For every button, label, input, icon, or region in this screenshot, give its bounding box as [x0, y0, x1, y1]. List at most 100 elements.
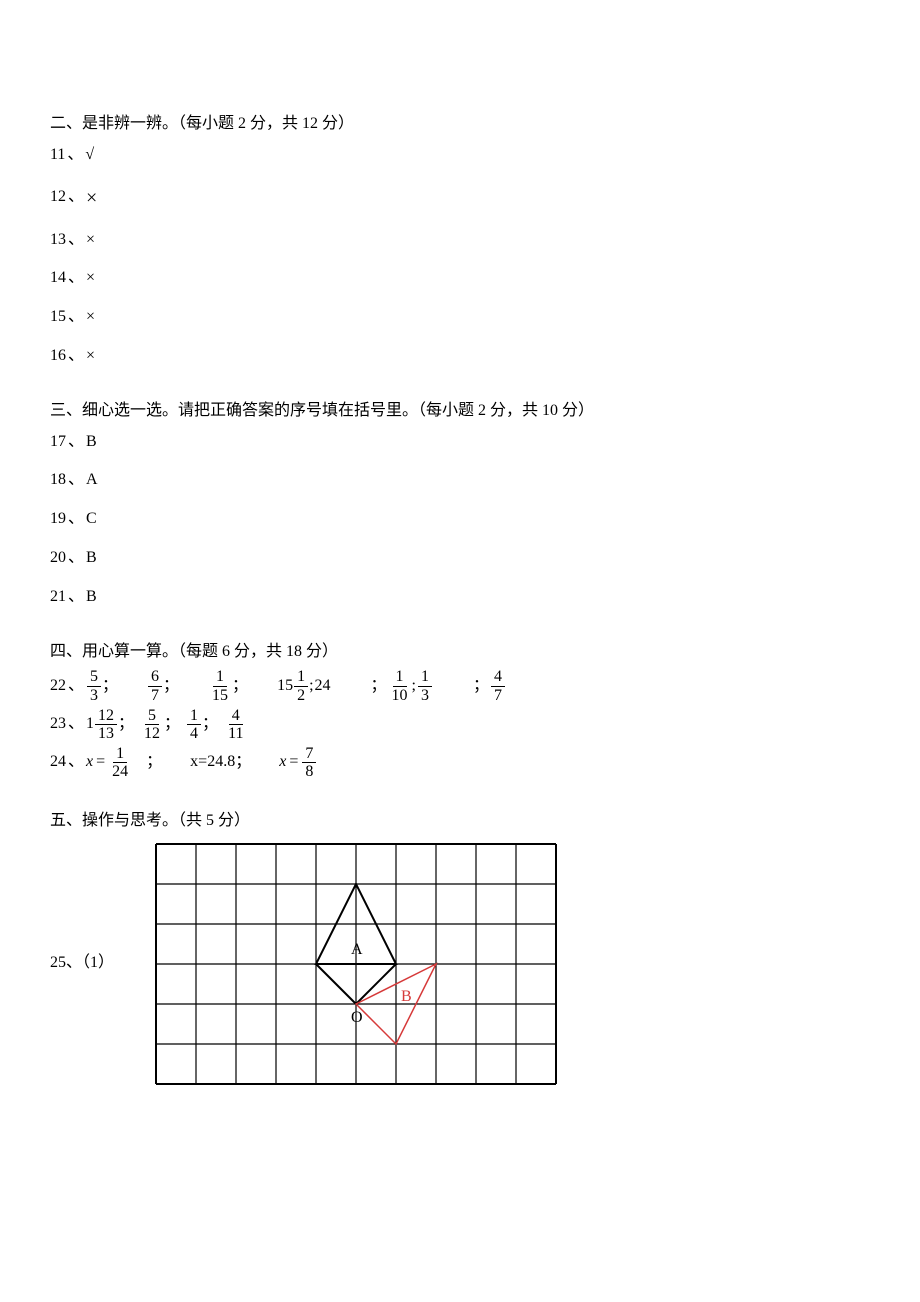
- frac-num: 1: [187, 707, 201, 726]
- semi: ；: [118, 710, 134, 739]
- q22-a4: 1512;24: [277, 668, 330, 704]
- frac-num: 1: [418, 668, 432, 687]
- section-3-title: 三、细心选一选。请把正确答案的序号填在括号里。（每小题 2 分，共 10 分）: [50, 397, 870, 426]
- frac-num: 1: [113, 745, 127, 764]
- frac-den: 10: [389, 687, 411, 705]
- q25-num: 25: [50, 954, 66, 971]
- q25-label: 25、（1）: [50, 949, 114, 978]
- q12: 12、×: [50, 180, 870, 216]
- q12-num: 12: [50, 183, 66, 212]
- semi: ；: [102, 672, 118, 701]
- q23-a4: 411: [225, 707, 246, 743]
- svg-text:O: O: [351, 1009, 363, 1026]
- sep: 、: [68, 303, 84, 332]
- q16-ans: ×: [86, 342, 95, 371]
- q14-ans: ×: [86, 264, 95, 293]
- frac-den: 3: [418, 687, 432, 705]
- q22: 22、 53； 67； 115； 1512;24 ； 110;13 ； 47: [50, 668, 870, 704]
- q11: 11、√: [50, 141, 870, 170]
- q20: 20、B: [50, 544, 870, 573]
- semi: ;: [412, 672, 416, 701]
- semi: ；: [163, 672, 179, 701]
- semi: ；: [235, 748, 251, 777]
- sep: 、: [68, 748, 84, 777]
- q17-num: 17: [50, 428, 66, 457]
- sep: 、: [68, 466, 84, 495]
- sep: 、: [68, 183, 84, 212]
- sep: 、: [68, 342, 84, 371]
- q15-num: 15: [50, 303, 66, 332]
- sep: 、: [66, 954, 82, 971]
- q13: 13、×: [50, 226, 870, 255]
- frac-den: 12: [141, 725, 163, 743]
- q18-num: 18: [50, 466, 66, 495]
- frac-num: 5: [87, 668, 101, 687]
- q20-num: 20: [50, 544, 66, 573]
- sep: 、: [68, 226, 84, 255]
- x-var: x: [279, 748, 286, 777]
- frac-num: 4: [229, 707, 243, 726]
- frac-den: 7: [491, 687, 505, 705]
- q22-a1: 53；: [86, 668, 119, 704]
- q18: 18、A: [50, 466, 870, 495]
- frac-den: 2: [294, 687, 308, 705]
- q23-a1: 11213: [86, 707, 118, 743]
- frac-num: 6: [148, 668, 162, 687]
- q23-a2: 512: [141, 707, 163, 743]
- whole: 15: [277, 672, 293, 701]
- eq-sign: =: [289, 748, 298, 777]
- q24-num: 24: [50, 748, 66, 777]
- semi: ；: [202, 710, 218, 739]
- q25: 25、（1） A B O: [50, 842, 870, 1086]
- q14: 14、×: [50, 264, 870, 293]
- section-2-title: 二、是非辨一辨。（每小题 2 分，共 12 分）: [50, 110, 870, 139]
- q25-sub: （1）: [82, 954, 114, 971]
- frac-num: 1: [393, 668, 407, 687]
- frac-num: 5: [145, 707, 159, 726]
- frac-num: 4: [491, 668, 505, 687]
- q16: 16、×: [50, 342, 870, 371]
- section-5-title: 五、操作与思考。（共 5 分）: [50, 807, 870, 836]
- q23-a3: 14: [187, 707, 201, 743]
- frac-den: 15: [209, 687, 231, 705]
- semi: ;: [309, 672, 313, 701]
- eq-sign: =: [96, 748, 105, 777]
- frac-num: 12: [95, 707, 117, 726]
- grid-diagram: A B O: [154, 842, 558, 1086]
- q17-ans: B: [86, 428, 97, 457]
- q13-ans: ×: [86, 226, 95, 255]
- q15-ans: ×: [86, 303, 95, 332]
- sep: 、: [68, 710, 84, 739]
- q22-a6: ； 47: [473, 668, 506, 704]
- q14-num: 14: [50, 264, 66, 293]
- sep: 、: [68, 583, 84, 612]
- q21-num: 21: [50, 583, 66, 612]
- svg-text:B: B: [401, 988, 412, 1005]
- semi: ；: [164, 710, 180, 739]
- q24-eq2: x=24.8；: [190, 748, 251, 777]
- frac-den: 11: [225, 725, 246, 743]
- x-var: x: [86, 748, 93, 777]
- sep: 、: [68, 505, 84, 534]
- frac-den: 8: [302, 763, 316, 781]
- eq2-text: x=24.8: [190, 748, 235, 777]
- q18-ans: A: [86, 466, 98, 495]
- frac-num: 7: [302, 745, 316, 764]
- svg-text:A: A: [351, 941, 363, 958]
- q23: 23、 11213； 512； 14； 411: [50, 707, 870, 743]
- q23-num: 23: [50, 710, 66, 739]
- sep: 、: [68, 672, 84, 701]
- frac-den: 3: [87, 687, 101, 705]
- q22-a2: 67；: [147, 668, 180, 704]
- sep: 、: [68, 544, 84, 573]
- whole: 1: [86, 710, 94, 739]
- frac-den: 4: [187, 725, 201, 743]
- q21-ans: B: [86, 583, 97, 612]
- q13-num: 13: [50, 226, 66, 255]
- q19-num: 19: [50, 505, 66, 534]
- q12-ans: ×: [86, 180, 97, 216]
- semi: ；: [146, 748, 162, 777]
- q21: 21、B: [50, 583, 870, 612]
- frac-num: 1: [294, 668, 308, 687]
- frac-den: 13: [95, 725, 117, 743]
